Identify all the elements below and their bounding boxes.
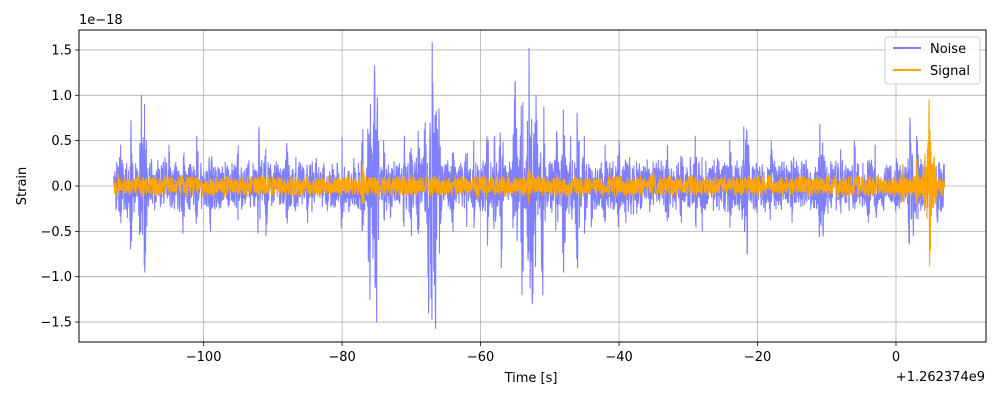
x-tick-label: −100 — [186, 350, 222, 365]
y-tick-label: 0.0 — [51, 180, 72, 195]
y-axis-ticks: −1.5 −1.0 −0.5 0.0 0.5 1.0 1.5 — [40, 43, 79, 331]
series-group — [113, 42, 946, 329]
x-tick-label: −60 — [467, 350, 494, 365]
x-axis-ticks: −100 −80 −60 −40 −20 0 — [186, 342, 900, 365]
legend-noise-label: Noise — [930, 42, 966, 57]
legend-signal-label: Signal — [930, 64, 970, 79]
y-axis-label: Strain — [15, 167, 30, 206]
y-tick-label: 0.5 — [51, 134, 72, 149]
series-line-noise — [113, 42, 946, 329]
y-tick-label: −0.5 — [40, 225, 72, 240]
y-tick-label: 1.0 — [51, 89, 72, 104]
series-line-signal — [113, 99, 946, 267]
y-tick-label: −1.5 — [40, 316, 72, 331]
x-tick-label: 0 — [892, 350, 900, 365]
x-offset-label: +1.262374e9 — [896, 370, 985, 385]
x-tick-label: −20 — [744, 350, 771, 365]
y-scale-label: 1e−18 — [79, 13, 123, 28]
x-tick-label: −40 — [605, 350, 632, 365]
y-tick-label: −1.0 — [40, 270, 72, 285]
x-tick-label: −80 — [328, 350, 355, 365]
x-axis-label: Time [s] — [504, 371, 558, 386]
y-tick-label: 1.5 — [51, 43, 72, 58]
legend: Noise Signal — [884, 36, 981, 85]
